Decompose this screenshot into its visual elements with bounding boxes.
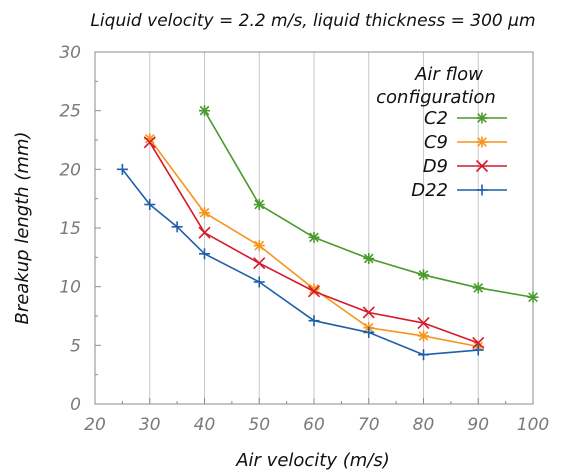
series-c2-point	[472, 282, 484, 294]
series-d22-point	[199, 248, 210, 260]
series-d22-point	[253, 276, 265, 288]
x-tick-label: 100	[517, 415, 549, 435]
legend: Air flow configuration C2 C9 D9 D22	[376, 64, 507, 201]
series-d22-point	[116, 163, 128, 175]
series-d22-point	[144, 199, 156, 211]
series-d9-point	[472, 336, 485, 350]
legend-marker-c2	[476, 112, 488, 124]
series-c2-point	[308, 231, 320, 243]
legend-label-d9: D9	[423, 156, 448, 177]
y-tick-label: 20	[59, 160, 81, 180]
series-d22-point	[308, 315, 320, 327]
x-axis-title: Air velocity (m/s)	[235, 450, 390, 471]
series-c2-point	[253, 199, 265, 211]
series-d9-point	[362, 306, 375, 319]
series-d22-point	[472, 344, 484, 356]
chart-title: Liquid velocity = 2.2 m/s, liquid thickn…	[90, 11, 535, 31]
series-c2-point	[418, 269, 429, 281]
series-d22-point	[418, 349, 429, 361]
x-tick-label: 50	[248, 415, 270, 435]
legend-marker-d22	[476, 184, 488, 196]
y-tick-label: 0	[70, 395, 81, 415]
series-d22-point	[171, 221, 183, 233]
y-tick-label: 10	[59, 278, 81, 298]
series-d9-point	[253, 257, 266, 270]
series-d9	[143, 136, 485, 350]
series-c9-point	[418, 330, 429, 342]
series-d9-point	[198, 226, 211, 239]
series-d22-point	[363, 326, 375, 338]
x-tick-label: 60	[303, 415, 325, 435]
x-tick-label: 80	[413, 415, 435, 435]
legend-label-c2: C2	[424, 108, 448, 129]
axis-ticks: 20 30 40 50 60 70 80 90 100 0 5 10 15 20 25 30	[59, 43, 549, 435]
series-c2-point	[199, 105, 210, 117]
legend-label-c9: C9	[424, 132, 448, 153]
series-c2-point	[363, 253, 375, 265]
series-c2-point	[527, 291, 539, 303]
legend-marker-d9	[475, 159, 489, 173]
legend-marker-c9	[476, 136, 488, 148]
y-tick-label: 25	[59, 102, 81, 122]
x-tick-label: 20	[84, 415, 106, 435]
series-d9-point	[143, 136, 156, 149]
x-tick-label: 30	[139, 415, 161, 435]
data-series	[116, 105, 539, 361]
series-c2	[199, 105, 539, 303]
legend-title-line-1: Air flow	[414, 64, 483, 85]
series-d9-point	[307, 285, 321, 298]
x-tick-label: 40	[194, 415, 216, 435]
y-tick-label: 15	[59, 219, 81, 239]
y-axis-title: Breakup length (mm)	[12, 131, 33, 324]
series-d9-point	[417, 316, 430, 330]
series-d22	[116, 163, 484, 361]
y-tick-label: 30	[59, 43, 81, 63]
legend-label-d22: D22	[411, 180, 448, 201]
legend-title-line-2: configuration	[376, 87, 496, 108]
series-c9-point	[199, 207, 210, 219]
series-c9-point	[253, 240, 265, 252]
x-tick-label: 70	[358, 415, 380, 435]
x-tick-label: 90	[467, 415, 489, 435]
y-tick-label: 5	[70, 336, 81, 356]
